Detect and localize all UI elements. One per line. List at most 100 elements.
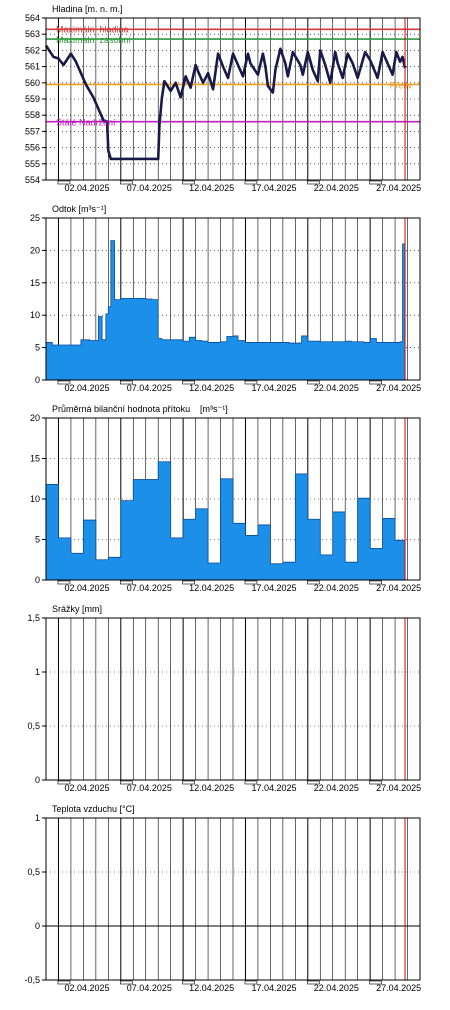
y-tick-label: 10 [30, 310, 40, 320]
x-tick-label: 22.04.2025 [314, 783, 359, 793]
x-tick-label: 17.04.2025 [251, 183, 296, 193]
chart-title: Srážky [mm] [52, 604, 102, 614]
x-tick-box [57, 980, 71, 985]
x-tick-label: 07.04.2025 [127, 583, 172, 593]
y-tick-label: 559 [25, 94, 40, 104]
x-tick-label: 12.04.2025 [189, 583, 234, 593]
x-tick-label: 07.04.2025 [127, 183, 172, 193]
x-tick-label: 07.04.2025 [127, 783, 172, 793]
x-tick-label: 02.04.2025 [64, 583, 109, 593]
reference-line-label: Přeliv [389, 80, 412, 90]
y-tick-label: 557 [25, 126, 40, 136]
x-tick-box [369, 980, 382, 985]
x-tick-label: 27.04.2025 [376, 383, 421, 393]
chart-panel-4: Srážky [mm] 0 0,5 1 1,5 02.04.2025 07.04.2025 1… [27, 604, 421, 793]
x-tick-label: 22.04.2025 [314, 183, 359, 193]
y-tick-label: 20 [30, 245, 40, 255]
y-tick-label: 5 [35, 535, 40, 545]
x-tick-box [306, 180, 320, 185]
x-tick-box [182, 780, 195, 785]
y-tick-label: 20 [30, 413, 40, 423]
plot-frame [45, 417, 421, 581]
x-tick-label: 07.04.2025 [127, 383, 172, 393]
y-tick-label: 1 [35, 667, 40, 677]
x-tick-label: 02.04.2025 [64, 783, 109, 793]
y-tick-label: 560 [25, 78, 40, 88]
x-tick-box [182, 180, 195, 185]
plot-frame [45, 817, 421, 981]
y-tick-label: 1 [35, 813, 40, 823]
x-tick-label: 27.04.2025 [376, 583, 421, 593]
x-tick-label: 27.04.2025 [376, 983, 421, 993]
y-tick-label: 558 [25, 110, 40, 120]
y-tick-label: 25 [30, 213, 40, 223]
y-tick-label: -0,5 [24, 975, 40, 985]
x-tick-label: 22.04.2025 [314, 383, 359, 393]
x-tick-box [306, 980, 320, 985]
x-tick-label: 07.04.2025 [127, 983, 172, 993]
plot-frame [45, 17, 421, 181]
x-tick-label: 17.04.2025 [251, 583, 296, 593]
x-tick-box [57, 580, 71, 585]
x-tick-box [182, 980, 195, 985]
y-tick-label: 561 [25, 62, 40, 72]
y-tick-label: 562 [25, 45, 40, 55]
y-tick-label: 555 [25, 159, 40, 169]
x-tick-box [244, 780, 258, 785]
reference-line-label: Maximální hladina [56, 24, 129, 34]
x-tick-label: 02.04.2025 [64, 383, 109, 393]
x-tick-box [120, 980, 133, 985]
y-tick-label: 5 [35, 343, 40, 353]
chart-title: Teplota vzduchu [°C] [52, 804, 135, 814]
x-tick-box [369, 780, 382, 785]
x-tick-label: 12.04.2025 [189, 983, 234, 993]
x-tick-box [306, 380, 320, 385]
x-tick-box [369, 380, 382, 385]
x-tick-label: 17.04.2025 [251, 383, 296, 393]
x-tick-box [57, 180, 71, 185]
x-tick-label: 22.04.2025 [314, 583, 359, 593]
x-tick-box [244, 580, 258, 585]
x-tick-label: 27.04.2025 [376, 783, 421, 793]
reference-line-label: Maximální zásobní [56, 35, 132, 45]
plot-frame [45, 217, 421, 381]
chart-title: Průměrná bilanční hodnota přítoku [52, 404, 190, 414]
series-area [45, 240, 406, 381]
y-tick-label: 15 [30, 454, 40, 464]
chart-panel-5: Teplota vzduchu [°C] -0,5 0 0,5 1 02.04.2025 0… [24, 804, 421, 993]
series-area [45, 461, 406, 581]
y-tick-label: 0,5 [27, 867, 40, 877]
x-tick-label: 17.04.2025 [251, 983, 296, 993]
x-tick-box [182, 380, 195, 385]
x-tick-box [244, 980, 258, 985]
x-tick-box [120, 180, 133, 185]
series-line [44, 44, 407, 161]
y-tick-label: 10 [30, 494, 40, 504]
y-tick-label: 556 [25, 143, 40, 153]
plot-frame [45, 617, 421, 781]
x-tick-box [369, 180, 382, 185]
chart-panel-1: Hladina [m. n. m.] 554 555 556 557 558 559 560 5… [25, 4, 421, 193]
x-tick-label: 12.04.2025 [189, 383, 234, 393]
y-tick-label: 0 [35, 775, 40, 785]
x-tick-box [120, 380, 133, 385]
chart-title: Hladina [m. n. m.] [52, 4, 123, 14]
y-tick-label: 1,5 [27, 613, 40, 623]
x-tick-label: 22.04.2025 [314, 983, 359, 993]
chart-unit: [m³s⁻¹] [200, 404, 228, 414]
chart-title: Odtok [m³s⁻¹] [52, 204, 106, 214]
x-tick-box [120, 580, 133, 585]
x-tick-box [306, 580, 320, 585]
x-tick-label: 27.04.2025 [376, 183, 421, 193]
reference-line-label: Stálé Nadržení [56, 118, 116, 128]
x-tick-box [120, 780, 133, 785]
x-tick-box [57, 380, 71, 385]
y-tick-label: 0 [35, 575, 40, 585]
x-tick-label: 17.04.2025 [251, 783, 296, 793]
y-tick-label: 0,5 [27, 721, 40, 731]
x-tick-box [57, 780, 71, 785]
x-tick-label: 02.04.2025 [64, 183, 109, 193]
y-tick-label: 0 [35, 921, 40, 931]
chart-panel-2: Odtok [m³s⁻¹] 0 5 10 15 20 25 02.04.2025 07.04.2… [30, 204, 421, 393]
